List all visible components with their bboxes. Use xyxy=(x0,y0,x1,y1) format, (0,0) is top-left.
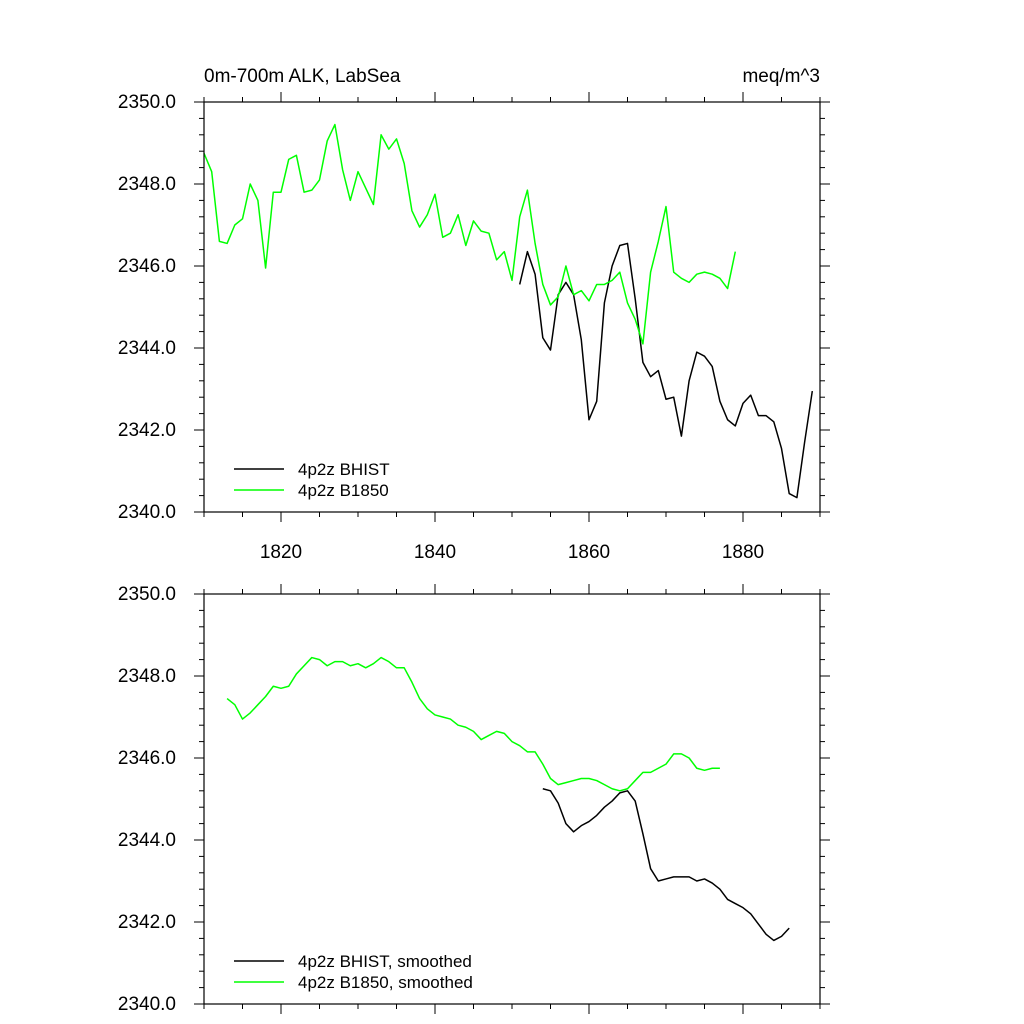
y-tick-label-2340: 2340.0 xyxy=(118,502,176,523)
legend-label-b1850-smoothed: 4p2z B1850, smoothed xyxy=(298,973,473,992)
top-panel: 0m-700m ALK, LabSea meq/m^3 2350.0 2348.… xyxy=(118,66,830,563)
series-line-b1850 xyxy=(203,123,737,345)
legend-label-bhist-smoothed: 4p2z BHIST, smoothed xyxy=(298,952,472,971)
y-tick-labels: 2350.0 2348.0 2346.0 2344.0 2342.0 2340.… xyxy=(118,92,176,523)
series-layer xyxy=(203,123,814,499)
legend: 4p2z BHIST 4p2z B1850 xyxy=(234,460,390,500)
x-tick-label-1820: 1820 xyxy=(260,542,302,563)
series-line-bhist xyxy=(518,242,814,499)
plot-frame xyxy=(203,101,821,513)
series-layer xyxy=(226,656,790,942)
y-tick-label-2346: 2346.0 xyxy=(118,748,176,769)
y-tick-label-2342: 2342.0 xyxy=(118,420,176,441)
legend-label-b1850: 4p2z B1850 xyxy=(298,481,389,500)
y-tick-label-2344: 2344.0 xyxy=(118,830,176,851)
y-tick-label-2350: 2350.0 xyxy=(118,584,176,605)
bottom-panel: 2350.0 2348.0 2346.0 2344.0 2342.0 2340.… xyxy=(118,584,830,1015)
y-tick-label-2350: 2350.0 xyxy=(118,92,176,113)
chart-title: 0m-700m ALK, LabSea xyxy=(204,66,401,87)
series-line-bhist xyxy=(542,788,790,942)
x-tick-label-1840: 1840 xyxy=(414,542,456,563)
series-line-b1850 xyxy=(226,656,720,792)
plot-frame xyxy=(203,593,821,1005)
y-tick-label-2348: 2348.0 xyxy=(118,174,176,195)
units-label: meq/m^3 xyxy=(742,66,820,87)
tick-layer xyxy=(194,92,830,522)
tick-layer xyxy=(194,584,830,1014)
y-tick-labels: 2350.0 2348.0 2346.0 2344.0 2342.0 2340.… xyxy=(118,584,176,1015)
legend-label-bhist: 4p2z BHIST xyxy=(298,460,390,479)
legend: 4p2z BHIST, smoothed 4p2z B1850, smoothe… xyxy=(234,952,473,992)
x-tick-label-1880: 1880 xyxy=(722,542,764,563)
y-tick-label-2342: 2342.0 xyxy=(118,912,176,933)
x-tick-label-1860: 1860 xyxy=(568,542,610,563)
x-tick-labels: 1820 1840 1860 1880 xyxy=(260,542,764,563)
y-tick-label-2344: 2344.0 xyxy=(118,338,176,359)
y-tick-label-2348: 2348.0 xyxy=(118,666,176,687)
y-tick-label-2346: 2346.0 xyxy=(118,256,176,277)
y-tick-label-2340: 2340.0 xyxy=(118,994,176,1015)
